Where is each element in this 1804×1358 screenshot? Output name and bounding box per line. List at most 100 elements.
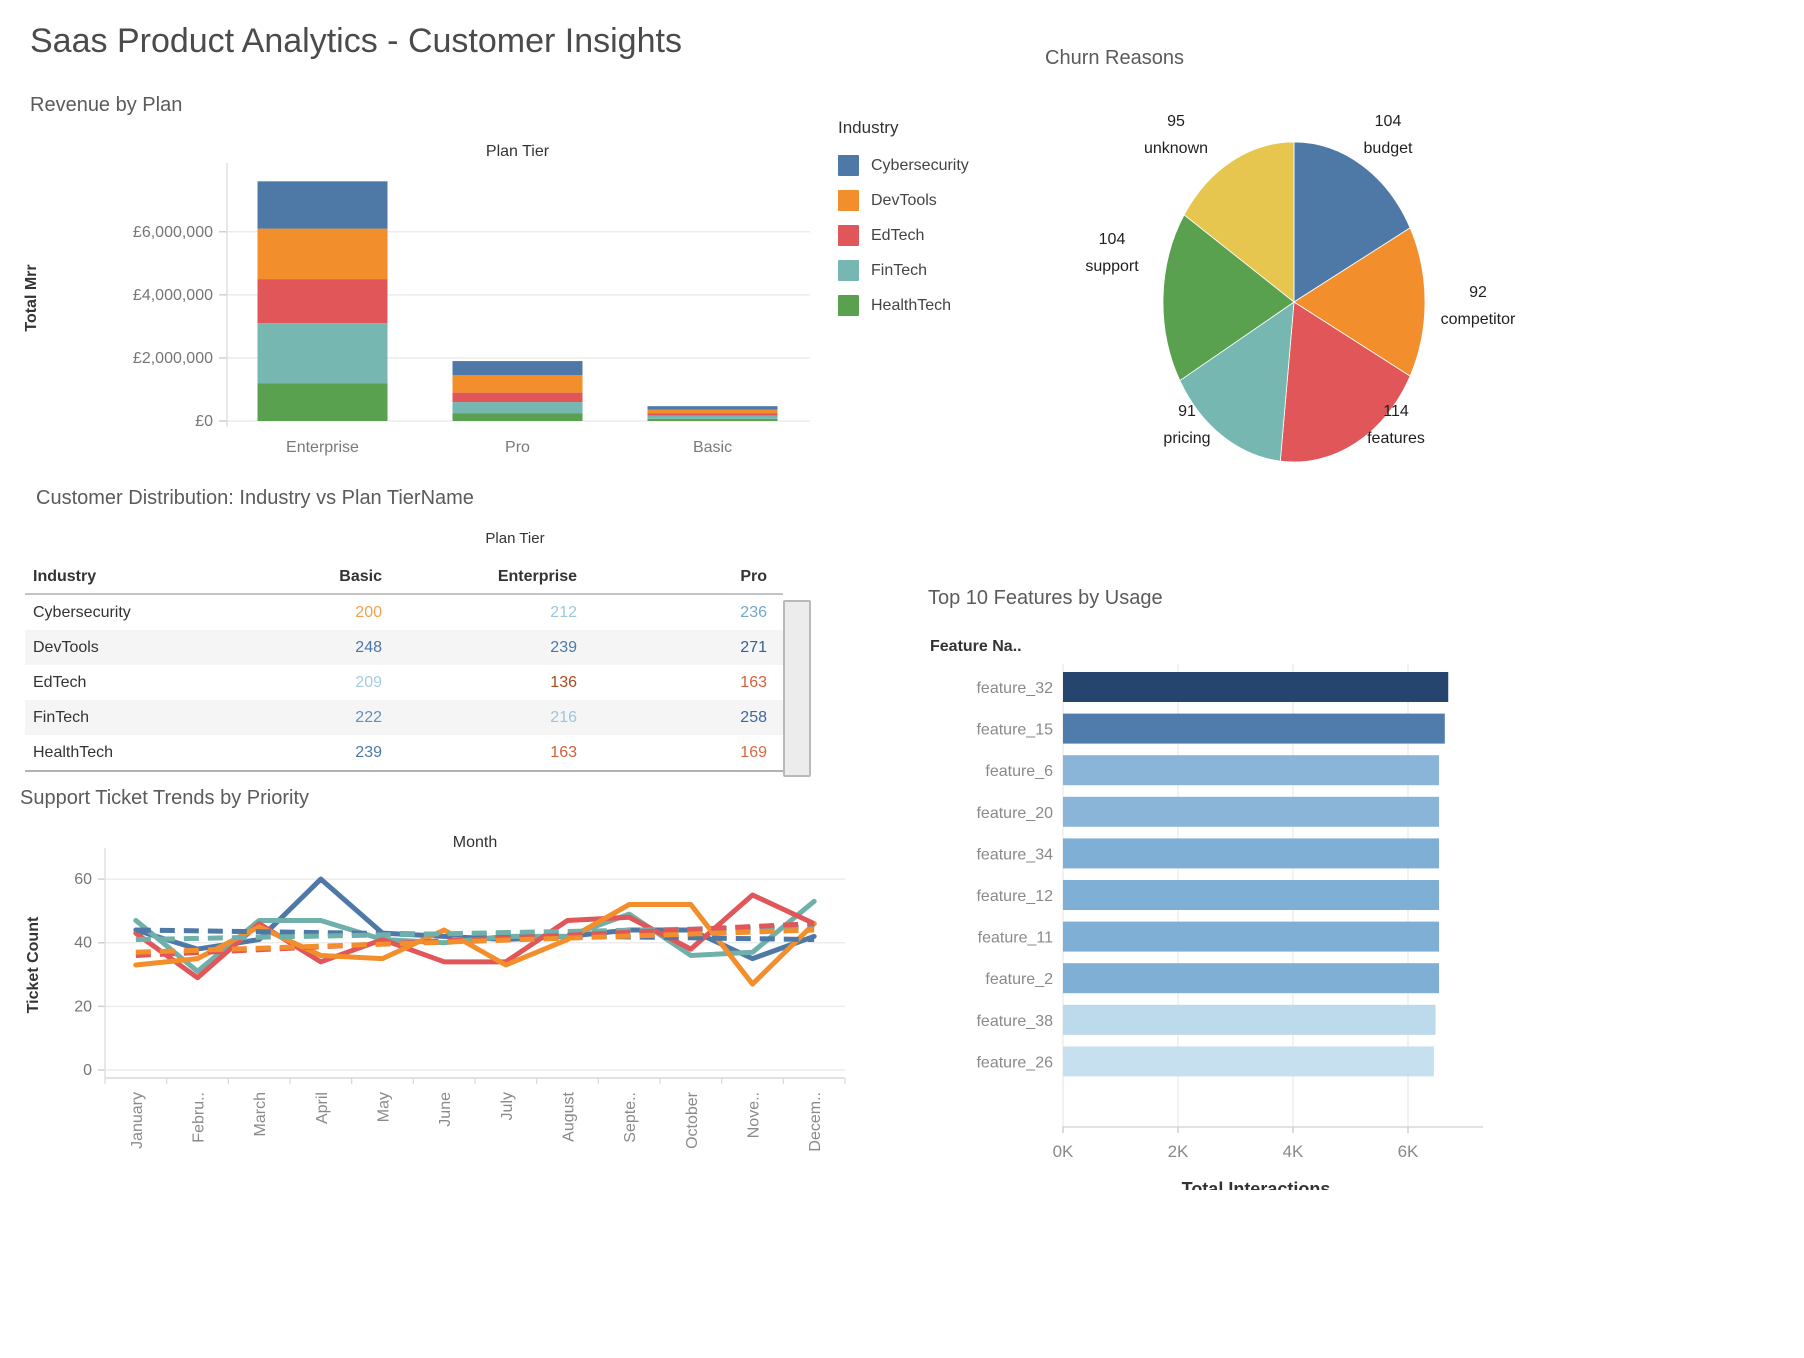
legend-swatch-icon (838, 155, 859, 176)
line-series-orange[interactable] (133, 902, 817, 987)
pie-slice-pricing[interactable] (1179, 301, 1295, 462)
bar-label-feature_32: feature_32 (976, 680, 1053, 697)
table-bottom-border (25, 770, 783, 772)
industry-legend: Industry Cybersecurity DevTools EdTech FinT… (838, 118, 1038, 323)
tickets-section-title: Support Ticket Trends by Priority (20, 787, 310, 809)
bar-segment-edtech-enterprise[interactable] (257, 279, 388, 324)
x-month-label: Septe.. (622, 1092, 639, 1143)
y-tick-label: £6,000,000 (133, 224, 213, 241)
pie-slice-budget[interactable] (1293, 141, 1411, 303)
pie-slice-unknown[interactable] (1183, 141, 1295, 303)
table-row-cybersecurity: Cybersecurity 200 212 236 (25, 595, 783, 630)
bar-segment-cybersecurity-basic[interactable] (647, 406, 778, 410)
bar-feature_15[interactable] (1063, 713, 1445, 744)
pie-slice-support[interactable] (1162, 214, 1295, 382)
cell-healthtech-enterprise[interactable]: 163 (550, 743, 577, 761)
x-tick-label: 2K (1168, 1142, 1189, 1161)
bar-segment-cybersecurity-enterprise[interactable] (257, 181, 388, 229)
y-axis-label: Total Mrr (23, 264, 40, 331)
cell-edtech-enterprise[interactable]: 136 (550, 673, 577, 691)
x-category-label: Pro (505, 439, 530, 456)
y-axis-label: Ticket Count (25, 916, 42, 1013)
x-month-label: Nove.. (746, 1092, 763, 1138)
bar-segment-devtools-enterprise[interactable] (257, 228, 388, 280)
pie-slice-features[interactable] (1279, 301, 1411, 463)
bar-feature_34[interactable] (1063, 838, 1440, 869)
row-label-cybersecurity: Cybersecurity (33, 603, 131, 621)
x-month-label: April (314, 1092, 331, 1124)
x-month-label: August (561, 1091, 578, 1141)
bar-segment-healthtech-enterprise[interactable] (257, 383, 388, 421)
y-tick-label: £2,000,000 (133, 350, 213, 367)
cell-cybersecurity-enterprise[interactable]: 212 (550, 603, 577, 621)
x-category-label: Enterprise (286, 439, 359, 456)
row-label-devtools: DevTools (33, 638, 99, 656)
bar-segment-devtools-basic[interactable] (647, 409, 778, 414)
legend-item-cybersecurity[interactable]: Cybersecurity (838, 148, 1038, 183)
features-section-title: Top 10 Features by Usage (928, 587, 1163, 609)
bar-segment-fintech-enterprise[interactable] (257, 323, 388, 384)
legend-item-label: HealthTech (871, 296, 952, 314)
table-scrollbar[interactable] (783, 600, 811, 777)
bar-feature_26[interactable] (1063, 1046, 1434, 1077)
cell-cybersecurity-basic[interactable]: 200 (355, 603, 382, 621)
row-label-edtech: EdTech (33, 673, 87, 691)
pie-value-label: 92 (1469, 284, 1487, 301)
pie-value-label: 95 (1167, 113, 1185, 130)
pie-value-label: 104 (1099, 231, 1126, 248)
bar-segment-devtools-pro[interactable] (452, 375, 583, 393)
support-tickets-line-chart: 0 20 40 60 Month Ticket Count January Febru.. Ma… (25, 834, 846, 1152)
y-tick-label: 40 (74, 935, 92, 952)
cell-healthtech-basic[interactable]: 239 (355, 743, 382, 761)
legend-title: Industry (838, 118, 899, 137)
bar-segment-fintech-basic[interactable] (647, 415, 778, 419)
y-tick-label: 0 (83, 1062, 92, 1079)
bar-feature_32[interactable] (1063, 672, 1449, 702)
bar-feature_38[interactable] (1063, 1004, 1436, 1035)
x-category-label: Basic (693, 439, 732, 456)
trend-line-orange-trend[interactable] (135, 927, 815, 955)
cell-edtech-basic[interactable]: 209 (355, 673, 382, 691)
legend-item-edtech[interactable]: EdTech (838, 218, 1038, 253)
table-header-industry[interactable]: Industry (33, 568, 97, 585)
cell-cybersecurity-pro[interactable]: 236 (740, 603, 767, 621)
cell-devtools-pro[interactable]: 271 (740, 638, 767, 656)
row-label-fintech: FinTech (33, 708, 90, 726)
pie-value-label: 104 (1375, 113, 1402, 130)
bar-feature_12[interactable] (1063, 880, 1440, 910)
table-header-enterprise: Enterprise (497, 568, 577, 585)
table-row-edtech: EdTech 209 136 163 (25, 665, 783, 700)
legend-item-fintech[interactable]: FinTech (838, 253, 1038, 288)
bar-feature_20[interactable] (1063, 796, 1440, 827)
bar-segment-fintech-pro[interactable] (452, 402, 583, 414)
pie-slice-competitor[interactable] (1293, 227, 1426, 377)
revenue-by-plan-chart: £0 £2,000,000 £4,000,000 £6,000,000 Plan Tie… (23, 143, 810, 456)
legend-item-healthtech[interactable]: HealthTech (838, 288, 1038, 323)
table-section-title: Customer Distribution: Industry vs Plan … (36, 487, 474, 509)
bar-feature_2[interactable] (1063, 963, 1440, 994)
cell-fintech-pro[interactable]: 258 (740, 708, 767, 726)
bar-feature_6[interactable] (1063, 755, 1440, 786)
bar-segment-cybersecurity-pro[interactable] (452, 361, 583, 376)
bar-feature_11[interactable] (1063, 921, 1440, 952)
y-tick-label: 20 (74, 998, 92, 1015)
cell-fintech-enterprise[interactable]: 216 (550, 708, 577, 726)
pie-value-label: 114 (1383, 403, 1409, 420)
pie-name-label: pricing (1163, 430, 1210, 447)
bar-segment-healthtech-pro[interactable] (452, 413, 583, 421)
cell-fintech-basic[interactable]: 222 (355, 708, 382, 726)
table-row-healthtech: HealthTech 239 163 169 (25, 735, 783, 770)
x-month-label: Decem.. (807, 1092, 824, 1152)
cell-healthtech-pro[interactable]: 169 (740, 743, 767, 761)
bar-segment-edtech-basic[interactable] (647, 413, 778, 416)
customer-distribution-table: Plan Tier Industry Basic Enterprise Pro Cyb… (25, 530, 783, 772)
cell-devtools-basic[interactable]: 248 (355, 638, 382, 656)
cell-edtech-pro[interactable]: 163 (740, 673, 767, 691)
cell-devtools-enterprise[interactable]: 239 (550, 638, 577, 656)
bar-label-feature_34: feature_34 (976, 846, 1053, 863)
bar-segment-edtech-pro[interactable] (452, 392, 583, 403)
bar-segment-healthtech-basic[interactable] (647, 418, 778, 421)
legend-item-devtools[interactable]: DevTools (838, 183, 1038, 218)
bar-label-feature_26: feature_26 (976, 1054, 1053, 1071)
